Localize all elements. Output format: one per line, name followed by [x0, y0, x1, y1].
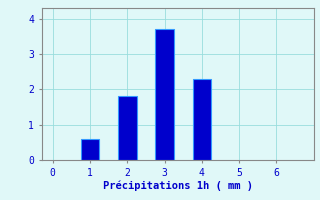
Bar	[193, 79, 211, 160]
X-axis label: Précipitations 1h ( mm ): Précipitations 1h ( mm )	[103, 180, 252, 191]
Bar	[155, 29, 174, 160]
Bar	[118, 96, 137, 160]
Bar	[81, 139, 99, 160]
